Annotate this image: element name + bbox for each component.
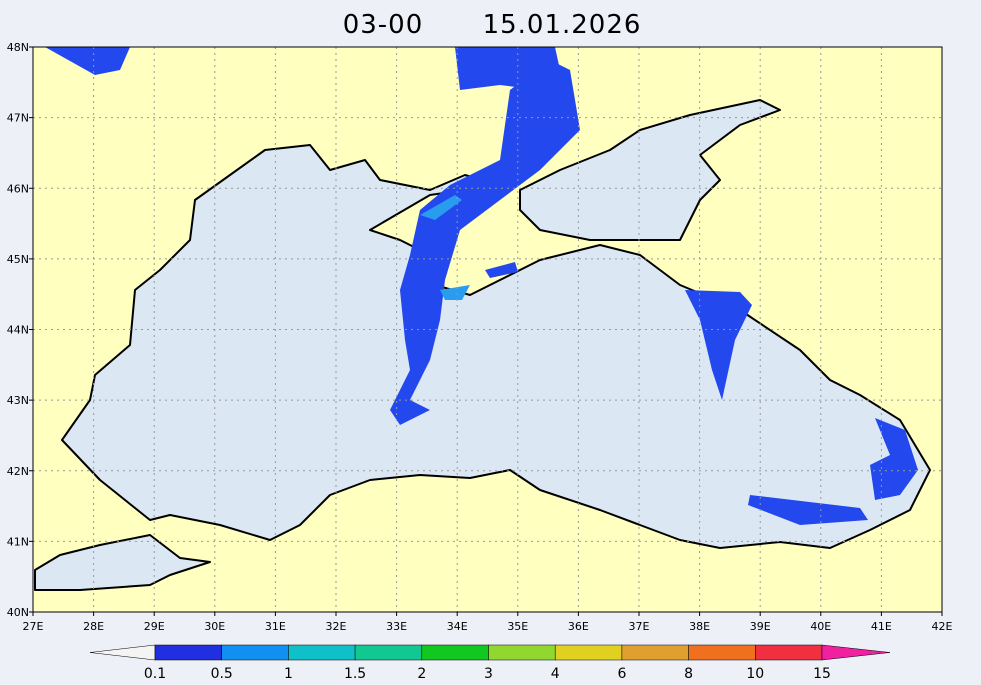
precip-area <box>420 195 462 220</box>
lat-label: 46N <box>7 182 29 195</box>
legend-swatch <box>621 644 689 661</box>
precipitation <box>45 47 918 525</box>
precip-area <box>390 60 580 425</box>
lon-label: 29E <box>144 620 165 633</box>
lat-label: 48N <box>7 41 29 54</box>
legend-under <box>89 644 156 661</box>
lat-label: 40N <box>7 606 29 619</box>
legend-swatch <box>221 644 289 661</box>
lon-label: 31E <box>265 620 286 633</box>
legend-label: 1 <box>284 666 293 682</box>
axes: 27E 28E 29E 30E 31E 32E 33E 34E 35E 36E 37E 38E 39E 4… <box>7 41 953 633</box>
title-time: 03-00 <box>343 10 424 40</box>
lon-label: 32E <box>326 620 347 633</box>
legend-label: 6 <box>617 666 626 682</box>
precip-area <box>45 47 130 75</box>
legend-swatch <box>288 644 356 661</box>
legend-label: 8 <box>684 666 693 682</box>
seas <box>34 99 931 591</box>
lat-label: 47N <box>7 112 29 125</box>
legend-label: 0.5 <box>211 666 233 682</box>
legend-over <box>821 644 891 661</box>
lon-label: 36E <box>568 620 589 633</box>
lon-label: 30E <box>204 620 225 633</box>
lat-label: 41N <box>7 535 29 548</box>
legend-swatch <box>421 644 489 661</box>
lat-label: 43N <box>7 394 29 407</box>
lon-label: 27E <box>23 620 44 633</box>
lon-label: 39E <box>750 620 771 633</box>
legend-label: 1.5 <box>344 666 366 682</box>
lon-label: 35E <box>507 620 528 633</box>
lat-label: 45N <box>7 253 29 266</box>
legend-swatch <box>488 644 556 661</box>
lon-label: 40E <box>810 620 831 633</box>
legend-label: 10 <box>746 666 764 682</box>
precip-area <box>485 262 518 278</box>
lon-label: 28E <box>83 620 104 633</box>
precip-area <box>870 418 918 500</box>
lon-label: 38E <box>689 620 710 633</box>
legend-label: 0.1 <box>144 666 166 682</box>
legend-swatch <box>554 644 623 661</box>
legend-label: 3 <box>484 666 493 682</box>
legend-label: 2 <box>417 666 426 682</box>
lon-label: 37E <box>629 620 650 633</box>
title-date: 15.01.2026 <box>483 10 642 40</box>
sea-of-marmara <box>34 534 211 591</box>
grid <box>33 47 942 612</box>
precip-area <box>455 47 560 90</box>
legend-swatch <box>154 644 222 661</box>
legend-label: 15 <box>813 666 831 682</box>
legend: 0.1 0.5 1 1.5 2 3 4 6 8 10 15 <box>89 644 891 682</box>
lon-label: 33E <box>386 620 407 633</box>
lat-label: 44N <box>7 324 29 337</box>
lon-label: 42E <box>932 620 953 633</box>
lon-label: 34E <box>447 620 468 633</box>
precip-area <box>748 495 868 525</box>
legend-swatch <box>688 644 756 661</box>
black-sea <box>61 144 931 549</box>
lat-label: 42N <box>7 465 29 478</box>
lon-label: 41E <box>871 620 892 633</box>
precip-area <box>440 285 470 300</box>
legend-swatch <box>354 644 423 661</box>
precip-area <box>685 290 752 400</box>
legend-label: 4 <box>551 666 560 682</box>
legend-swatch <box>755 644 823 661</box>
